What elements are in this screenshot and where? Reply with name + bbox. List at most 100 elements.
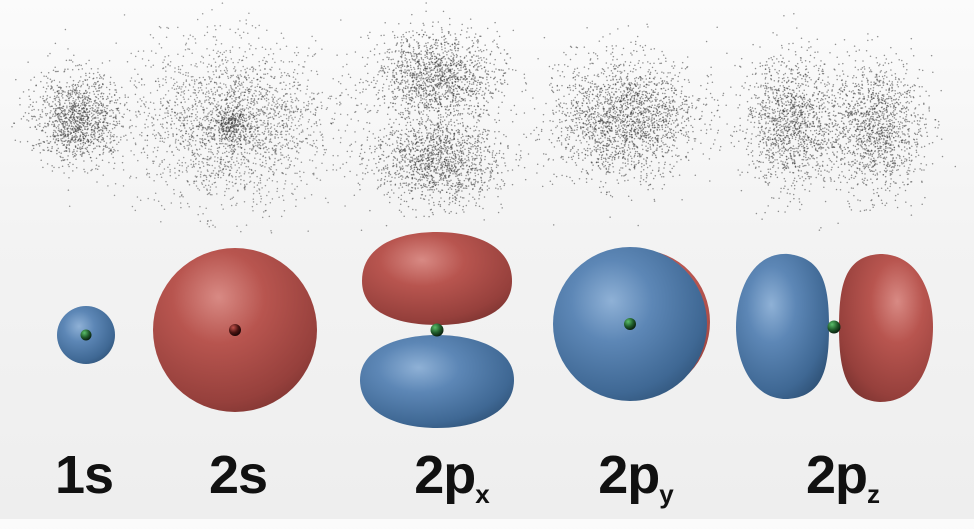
density-dot	[118, 112, 121, 114]
density-dot	[79, 93, 82, 95]
density-dot	[63, 108, 66, 111]
density-dot	[102, 98, 104, 100]
density-dot	[84, 121, 87, 123]
density-dot	[56, 91, 59, 93]
density-dot	[44, 90, 47, 93]
density-dot	[69, 133, 71, 135]
density-dot	[83, 97, 86, 99]
density-dot	[110, 96, 113, 98]
density-dot	[39, 96, 42, 98]
density-dot	[75, 108, 78, 111]
density-dot	[117, 109, 120, 112]
density-dot	[115, 117, 117, 120]
density-dot	[87, 96, 89, 99]
density-dot	[76, 123, 79, 126]
density-dot	[84, 119, 86, 122]
density-dot	[108, 130, 111, 132]
density-dot	[68, 59, 71, 61]
density-dot	[68, 86, 71, 88]
density-dot	[54, 130, 57, 132]
density-dot	[57, 96, 60, 98]
density-dot	[102, 104, 105, 107]
density-dot	[101, 134, 103, 136]
density-dot	[88, 87, 90, 90]
density-dot	[112, 109, 114, 112]
density-dot	[80, 86, 82, 88]
density-dot	[72, 119, 74, 122]
density-dot	[124, 103, 126, 106]
density-cloud-1s	[11, 28, 149, 191]
density-dot	[86, 78, 89, 81]
density-dot	[74, 137, 77, 139]
density-dot	[67, 68, 69, 70]
density-dot	[103, 117, 105, 120]
density-dot	[46, 135, 48, 138]
density-dot	[54, 42, 57, 45]
density-dot	[96, 131, 99, 133]
density-dot	[62, 131, 65, 133]
density-dot	[73, 148, 75, 151]
density-dot	[129, 125, 131, 128]
density-dot	[59, 104, 61, 106]
density-dot	[49, 88, 52, 90]
density-dot	[78, 63, 81, 66]
density-dot	[86, 107, 88, 110]
density-dot	[29, 103, 32, 106]
density-dot	[108, 93, 111, 95]
density-dot	[84, 171, 86, 173]
density-dot	[97, 107, 100, 109]
density-dot	[53, 79, 56, 82]
density-dot	[75, 154, 78, 156]
density-dot	[61, 89, 63, 92]
density-dot	[80, 131, 83, 134]
density-dot	[51, 105, 53, 108]
density-dot	[109, 134, 112, 136]
density-dot	[78, 89, 81, 92]
density-dot	[49, 105, 51, 108]
density-dot	[94, 138, 96, 140]
density-dot	[56, 143, 58, 146]
density-dot	[60, 111, 63, 114]
density-dot	[39, 122, 41, 125]
density-dot	[46, 97, 48, 100]
density-dot	[91, 118, 94, 120]
density-dot	[98, 135, 101, 138]
density-dot	[113, 120, 115, 122]
density-dot	[59, 87, 62, 90]
density-dot	[55, 131, 57, 134]
density-dot	[99, 77, 101, 79]
density-dot	[82, 144, 85, 146]
density-dot	[61, 112, 64, 115]
density-dot	[88, 113, 91, 116]
density-dot	[118, 96, 121, 99]
density-dot	[46, 82, 48, 84]
density-dot	[35, 101, 38, 103]
density-dot	[84, 132, 86, 135]
density-dot	[65, 139, 67, 142]
density-dot	[60, 159, 63, 162]
density-dot	[40, 71, 43, 74]
density-dot	[54, 66, 56, 69]
density-dot	[58, 130, 61, 133]
density-dot	[110, 136, 112, 138]
density-dot	[55, 126, 58, 129]
density-dot	[80, 102, 83, 105]
density-dot	[72, 88, 74, 90]
density-dot	[56, 84, 59, 87]
density-dot	[59, 108, 62, 111]
density-dot	[79, 125, 81, 127]
density-dot	[31, 118, 33, 120]
density-dot	[109, 100, 112, 103]
density-dot	[79, 153, 82, 156]
density-dot	[64, 130, 66, 133]
density-dot	[86, 132, 88, 134]
density-dot	[66, 135, 69, 137]
density-dot	[94, 132, 96, 134]
density-dot	[116, 136, 118, 138]
density-dot	[40, 159, 42, 161]
density-dot	[66, 124, 68, 127]
density-dot	[71, 84, 73, 87]
density-dot	[83, 104, 85, 106]
density-dot	[43, 99, 46, 102]
density-dot	[79, 80, 81, 82]
